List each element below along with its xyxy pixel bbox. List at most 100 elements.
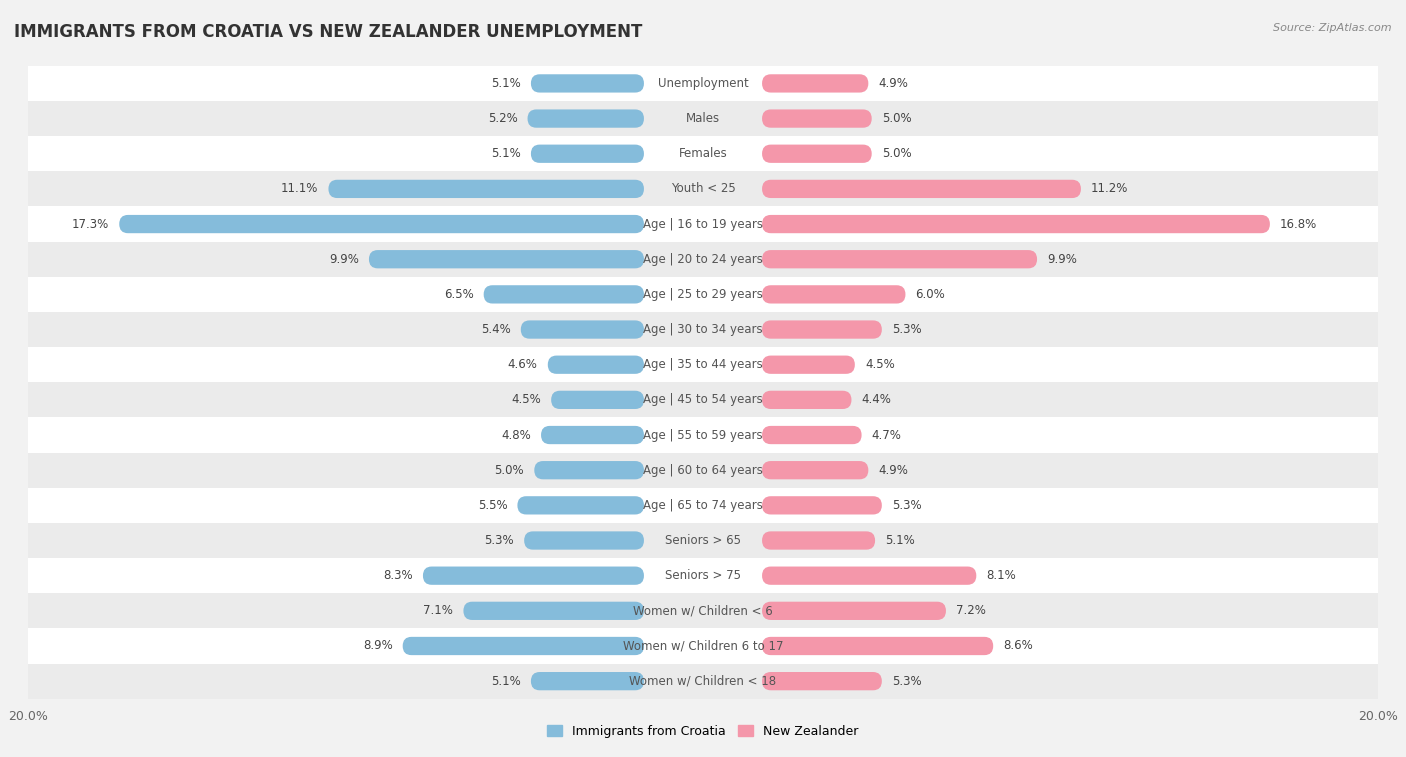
Text: Age | 20 to 24 years: Age | 20 to 24 years [643,253,763,266]
Text: 4.7%: 4.7% [872,428,901,441]
FancyBboxPatch shape [517,496,644,515]
Bar [28,558,1378,593]
FancyBboxPatch shape [548,356,644,374]
Bar [28,593,1378,628]
Bar [28,453,1378,488]
Bar [28,664,1378,699]
FancyBboxPatch shape [531,74,644,92]
Bar [28,382,1378,417]
Text: 5.5%: 5.5% [478,499,508,512]
FancyBboxPatch shape [524,531,644,550]
Text: Source: ZipAtlas.com: Source: ZipAtlas.com [1274,23,1392,33]
Bar [28,488,1378,523]
FancyBboxPatch shape [368,250,644,269]
Bar [28,417,1378,453]
FancyBboxPatch shape [120,215,644,233]
FancyBboxPatch shape [762,215,1270,233]
Bar [28,241,1378,277]
Text: Seniors > 65: Seniors > 65 [665,534,741,547]
FancyBboxPatch shape [762,637,993,655]
FancyBboxPatch shape [762,461,869,479]
Bar [28,66,1378,101]
Text: Seniors > 75: Seniors > 75 [665,569,741,582]
Text: 5.4%: 5.4% [481,323,510,336]
Text: 11.1%: 11.1% [281,182,318,195]
FancyBboxPatch shape [527,110,644,128]
FancyBboxPatch shape [762,566,976,585]
FancyBboxPatch shape [762,602,946,620]
FancyBboxPatch shape [520,320,644,338]
Text: 8.9%: 8.9% [363,640,392,653]
Text: 4.9%: 4.9% [879,464,908,477]
FancyBboxPatch shape [762,320,882,338]
Text: 5.1%: 5.1% [886,534,915,547]
FancyBboxPatch shape [762,531,875,550]
Bar [28,136,1378,171]
FancyBboxPatch shape [531,145,644,163]
Text: 8.6%: 8.6% [1004,640,1033,653]
FancyBboxPatch shape [329,179,644,198]
Text: 5.2%: 5.2% [488,112,517,125]
Text: 6.5%: 6.5% [444,288,474,301]
FancyBboxPatch shape [762,285,905,304]
FancyBboxPatch shape [484,285,644,304]
FancyBboxPatch shape [534,461,644,479]
Bar [28,171,1378,207]
Text: Age | 60 to 64 years: Age | 60 to 64 years [643,464,763,477]
Text: Women w/ Children 6 to 17: Women w/ Children 6 to 17 [623,640,783,653]
Text: IMMIGRANTS FROM CROATIA VS NEW ZEALANDER UNEMPLOYMENT: IMMIGRANTS FROM CROATIA VS NEW ZEALANDER… [14,23,643,41]
Bar [28,312,1378,347]
Text: 5.0%: 5.0% [882,148,911,160]
Bar [28,101,1378,136]
Text: 4.5%: 4.5% [512,394,541,407]
Text: 5.1%: 5.1% [491,77,520,90]
Text: Females: Females [679,148,727,160]
Text: 5.1%: 5.1% [491,674,520,687]
Text: 5.1%: 5.1% [491,148,520,160]
Text: Age | 30 to 34 years: Age | 30 to 34 years [643,323,763,336]
FancyBboxPatch shape [762,74,869,92]
Text: 5.3%: 5.3% [891,499,921,512]
Text: Age | 35 to 44 years: Age | 35 to 44 years [643,358,763,371]
Text: Age | 16 to 19 years: Age | 16 to 19 years [643,217,763,231]
FancyBboxPatch shape [541,426,644,444]
FancyBboxPatch shape [762,391,852,409]
Text: 5.3%: 5.3% [891,674,921,687]
Text: 11.2%: 11.2% [1091,182,1129,195]
FancyBboxPatch shape [762,496,882,515]
Bar [28,207,1378,241]
Bar [28,628,1378,664]
Text: 9.9%: 9.9% [329,253,359,266]
Text: Age | 65 to 74 years: Age | 65 to 74 years [643,499,763,512]
FancyBboxPatch shape [423,566,644,585]
FancyBboxPatch shape [762,426,862,444]
FancyBboxPatch shape [464,602,644,620]
FancyBboxPatch shape [762,110,872,128]
Text: 7.2%: 7.2% [956,604,986,617]
Bar [28,523,1378,558]
Text: 8.1%: 8.1% [987,569,1017,582]
Text: 6.0%: 6.0% [915,288,945,301]
Text: 4.5%: 4.5% [865,358,894,371]
FancyBboxPatch shape [762,179,1081,198]
Text: 5.3%: 5.3% [891,323,921,336]
Text: 5.0%: 5.0% [882,112,911,125]
Text: 4.9%: 4.9% [879,77,908,90]
Bar [28,277,1378,312]
Text: Women w/ Children < 6: Women w/ Children < 6 [633,604,773,617]
FancyBboxPatch shape [762,672,882,690]
FancyBboxPatch shape [531,672,644,690]
FancyBboxPatch shape [762,145,872,163]
Text: 7.1%: 7.1% [423,604,453,617]
Text: 4.8%: 4.8% [501,428,531,441]
Legend: Immigrants from Croatia, New Zealander: Immigrants from Croatia, New Zealander [543,720,863,743]
FancyBboxPatch shape [402,637,644,655]
Text: Age | 25 to 29 years: Age | 25 to 29 years [643,288,763,301]
Text: 4.4%: 4.4% [862,394,891,407]
FancyBboxPatch shape [551,391,644,409]
FancyBboxPatch shape [762,250,1038,269]
Text: 17.3%: 17.3% [72,217,110,231]
Text: Age | 55 to 59 years: Age | 55 to 59 years [643,428,763,441]
Text: Youth < 25: Youth < 25 [671,182,735,195]
Text: 8.3%: 8.3% [384,569,413,582]
